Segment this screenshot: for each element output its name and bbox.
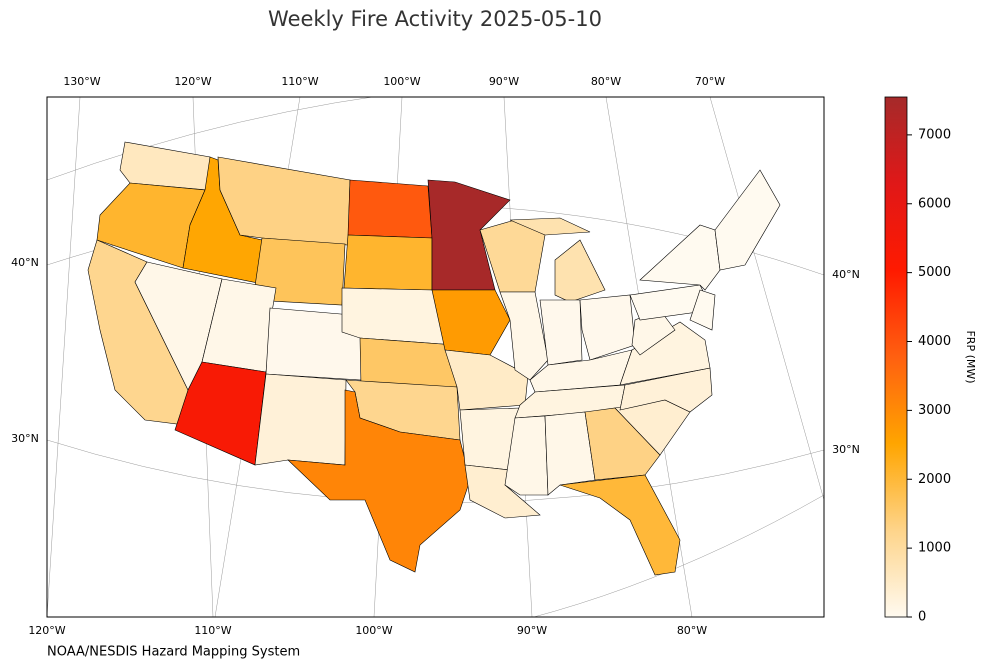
state bbox=[539, 299, 583, 366]
colorbar-tick-label: 1000 bbox=[918, 541, 951, 556]
state bbox=[559, 474, 681, 576]
coordinate-label: 30°N bbox=[11, 432, 39, 445]
state bbox=[431, 289, 511, 356]
state bbox=[119, 141, 211, 191]
coordinate-label: 130°W bbox=[63, 75, 100, 88]
coordinate-label: 30°N bbox=[832, 443, 860, 456]
state bbox=[504, 415, 549, 496]
state bbox=[639, 224, 721, 291]
coordinate-label: 110°W bbox=[281, 75, 318, 88]
state bbox=[347, 179, 433, 239]
source: NOAA/NESDIS Hazard Mapping System bbox=[47, 645, 300, 660]
coordinate-label: 80°W bbox=[677, 624, 707, 637]
state bbox=[174, 361, 267, 466]
coordinate-label: 40°N bbox=[11, 256, 39, 269]
coordinate-label: 120°W bbox=[174, 75, 211, 88]
coordinate-label: 110°W bbox=[194, 624, 231, 637]
coordinate-label: 100°W bbox=[383, 75, 420, 88]
map-title: Weekly Fire Activity 2025-05-10 bbox=[268, 7, 602, 31]
state bbox=[619, 321, 711, 386]
colorbar-label: FRP (MW) bbox=[964, 330, 977, 383]
state bbox=[287, 389, 471, 573]
state bbox=[714, 169, 781, 271]
state bbox=[689, 289, 716, 331]
coordinate-label: 120°W bbox=[28, 624, 65, 637]
states bbox=[87, 141, 781, 576]
coordinate-label: 40°N bbox=[832, 268, 860, 281]
state bbox=[554, 239, 606, 303]
state bbox=[584, 407, 661, 481]
coordinate-label: 100°W bbox=[355, 624, 392, 637]
state bbox=[427, 179, 511, 291]
colorbar bbox=[884, 96, 908, 618]
colorbar-tick-label: 2000 bbox=[918, 472, 951, 487]
state bbox=[509, 217, 591, 236]
colorbar-tick-label: 7000 bbox=[918, 127, 951, 142]
state bbox=[579, 294, 636, 361]
map-frame bbox=[46, 96, 825, 618]
state bbox=[631, 309, 676, 356]
state bbox=[619, 367, 713, 413]
state bbox=[254, 373, 347, 466]
coordinate-label: 80°W bbox=[591, 75, 621, 88]
colorbar-tick-label: 4000 bbox=[918, 334, 951, 349]
coordinate-label: 70°W bbox=[695, 75, 725, 88]
colorbar-tick-label: 0 bbox=[918, 610, 926, 625]
colorbar-tick-label: 6000 bbox=[918, 196, 951, 211]
colorbar-tick-label: 5000 bbox=[918, 265, 951, 280]
state bbox=[343, 234, 433, 291]
state bbox=[544, 411, 596, 496]
coordinate-label: 90°W bbox=[489, 75, 519, 88]
state bbox=[479, 219, 546, 293]
state bbox=[359, 337, 458, 388]
coordinate-label: 90°W bbox=[517, 624, 547, 637]
colorbar-tick-label: 3000 bbox=[918, 403, 951, 418]
